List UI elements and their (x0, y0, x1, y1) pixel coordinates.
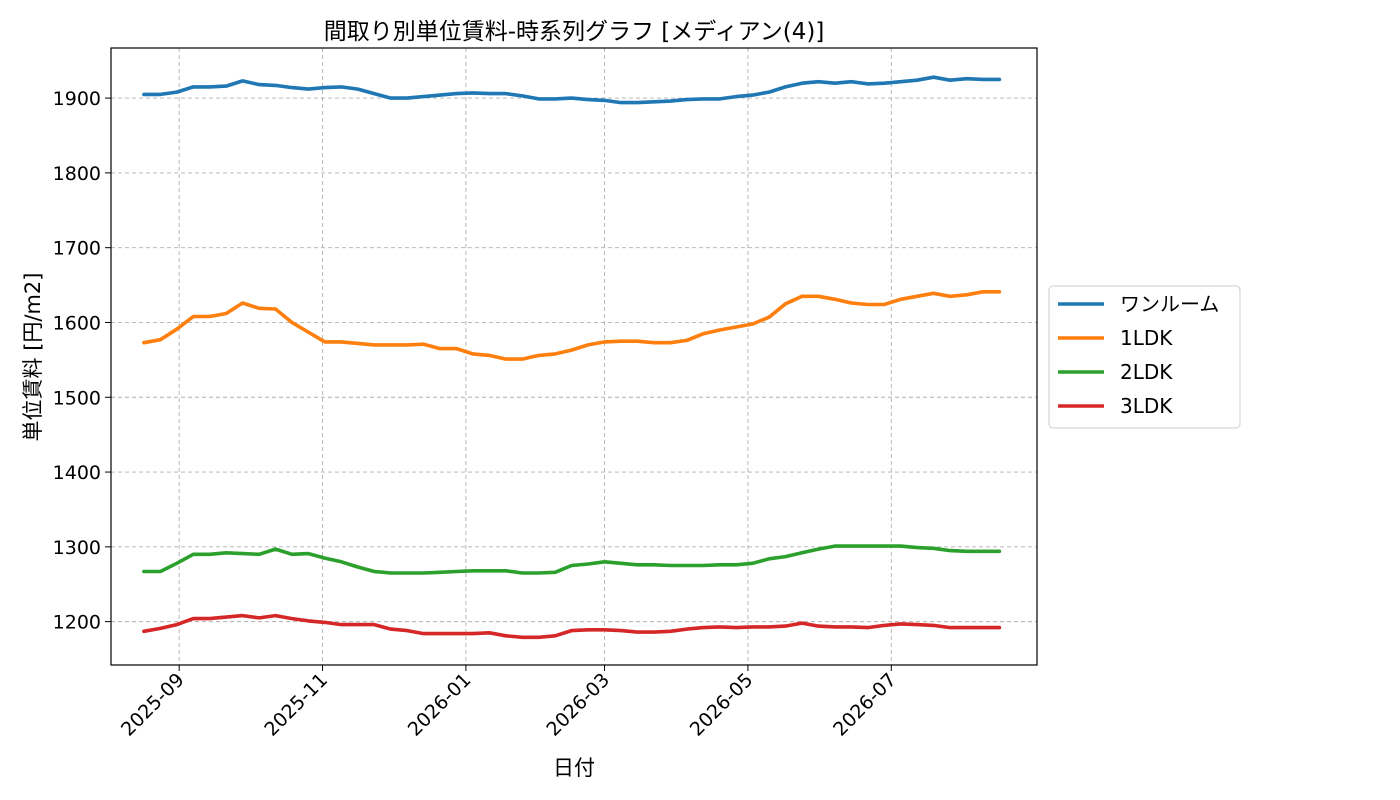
legend-box (1048, 285, 1241, 429)
y-tick-label: 1400 (53, 462, 101, 484)
series-line-1 (142, 289, 1002, 361)
y-tick-label: 1700 (53, 238, 101, 260)
legend: ワンルーム 1LDK 2LDK 3LDK (1048, 285, 1241, 429)
legend-label: 3LDK (1120, 394, 1173, 418)
series-line-2 (142, 544, 1002, 575)
x-axis-label: 日付 (553, 756, 595, 780)
series-line-3 (142, 613, 1002, 640)
y-tick-label: 1600 (53, 312, 101, 334)
chart-title: 間取り別単位賃料-時系列グラフ [メディアン(4)] (324, 19, 825, 45)
y-tick-label: 1300 (53, 537, 101, 559)
y-tick-label: 1200 (53, 612, 101, 634)
legend-label: ワンルーム (1120, 292, 1219, 316)
y-tick-label: 1500 (53, 387, 101, 409)
y-tick-label: 1800 (53, 163, 101, 185)
y-axis-label: 単位賃料 [円/m2] (21, 273, 45, 442)
legend-label: 2LDK (1120, 360, 1173, 384)
y-tick-label: 1900 (53, 88, 101, 110)
plot-area (142, 75, 1002, 640)
legend-label: 1LDK (1120, 326, 1173, 350)
plot-frame (110, 47, 1038, 666)
series-line-0 (142, 75, 1002, 105)
